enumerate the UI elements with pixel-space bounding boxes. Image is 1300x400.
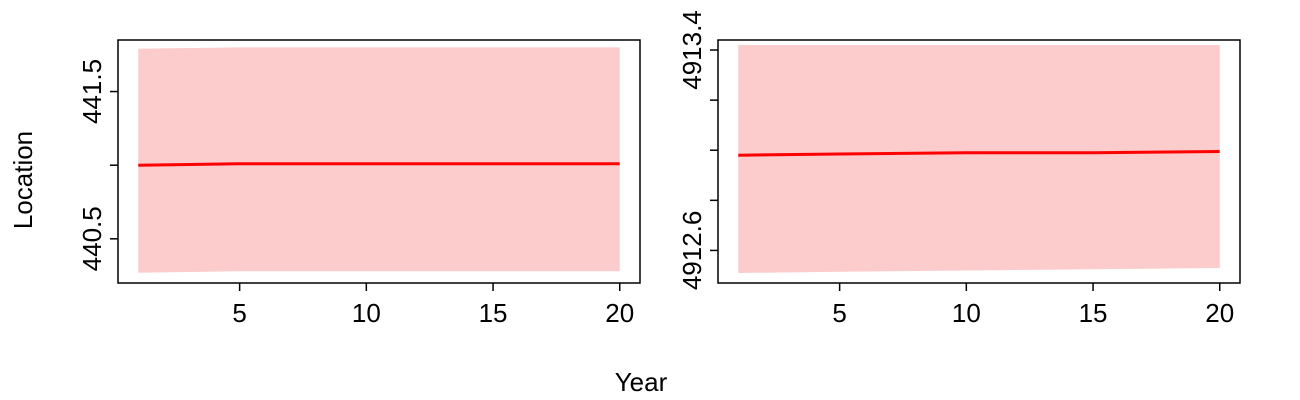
right-panel: 5 10 15 20 4912.6 4913.4 [677,10,1241,328]
y-axis-title: Location [8,131,38,229]
x-tick-label: 15 [479,298,508,328]
series-line [738,150,1220,157]
y-tick-label: 440.5 [77,206,107,271]
x-tick-label: 10 [952,298,981,328]
series-line [138,162,620,167]
left-panel: 5 10 15 20 440.5 441.5 [77,39,641,328]
x-tick-label: 20 [605,298,634,328]
x-tick-label: 5 [232,298,246,328]
x-axis-title: Year [615,367,668,397]
x-tick-label: 10 [352,298,381,328]
y-tick-label: 4912.6 [677,211,707,291]
plot-frame [717,39,1241,284]
confidence-band [138,47,620,273]
confidence-band [738,45,1220,273]
y-tick-label: 441.5 [77,59,107,124]
x-tick-label: 5 [832,298,846,328]
x-tick-label: 20 [1205,298,1234,328]
y-tick-label: 4913.4 [677,10,707,90]
plot-frame [117,39,641,284]
x-tick-label: 15 [1079,298,1108,328]
